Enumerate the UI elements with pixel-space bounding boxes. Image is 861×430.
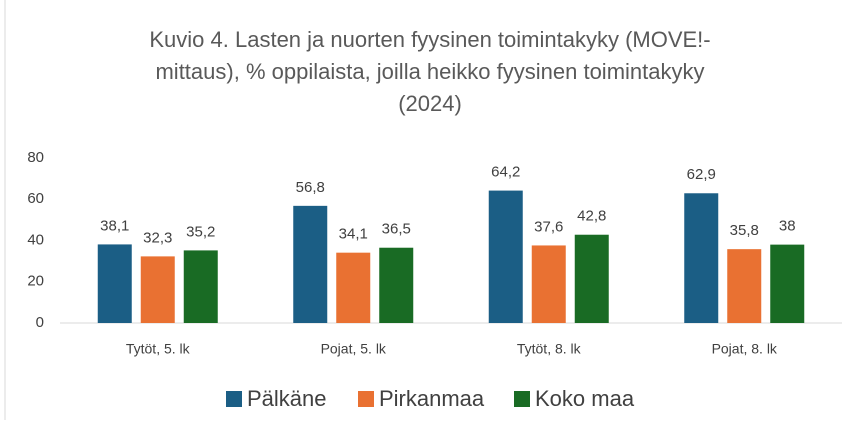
value-label: 64,2 [491, 164, 520, 181]
chart-title: Kuvio 4. Lasten ja nuorten fyysinen toim… [149, 27, 711, 116]
bar [574, 234, 609, 323]
x-tick-label: Pojat, 5. lk [321, 341, 387, 357]
y-tick-label: 0 [36, 314, 44, 331]
value-label: 36,5 [382, 221, 411, 238]
y-tick-label: 60 [27, 190, 44, 207]
bar [183, 250, 218, 323]
bar [293, 205, 328, 323]
legend-swatch [358, 391, 374, 407]
x-tick-label: Pojat, 8. lk [712, 341, 778, 357]
value-label: 42,8 [577, 208, 606, 225]
y-tick-label: 20 [27, 273, 44, 290]
x-tick-label: Tytöt, 8. lk [517, 341, 582, 357]
bar [336, 252, 371, 323]
value-label: 35,8 [730, 222, 759, 239]
bar [531, 245, 566, 323]
value-label: 38,1 [100, 217, 129, 234]
bar [140, 256, 175, 323]
bar [379, 247, 414, 323]
legend-swatch [514, 391, 530, 407]
value-label: 56,8 [296, 179, 325, 196]
bar [770, 244, 805, 323]
legend-label: Koko maa [535, 386, 635, 411]
bar [727, 249, 762, 323]
y-tick-label: 40 [27, 231, 44, 248]
value-label: 34,1 [339, 226, 368, 243]
x-tick-label: Tytöt, 5. lk [126, 341, 191, 357]
value-label: 38 [779, 218, 796, 235]
bar [488, 190, 523, 323]
legend-label: Pälkäne [247, 386, 327, 411]
y-tick-label: 80 [27, 149, 44, 166]
legend-swatch [226, 391, 242, 407]
value-label: 32,3 [143, 229, 172, 246]
bar [684, 193, 719, 323]
bar [97, 244, 132, 323]
value-label: 62,9 [687, 166, 716, 183]
legend-label: Pirkanmaa [379, 386, 485, 411]
value-label: 37,6 [534, 218, 563, 235]
value-label: 35,2 [186, 223, 215, 240]
